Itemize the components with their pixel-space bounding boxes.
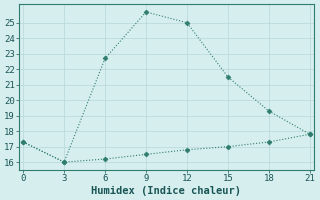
X-axis label: Humidex (Indice chaleur): Humidex (Indice chaleur) [92, 186, 242, 196]
